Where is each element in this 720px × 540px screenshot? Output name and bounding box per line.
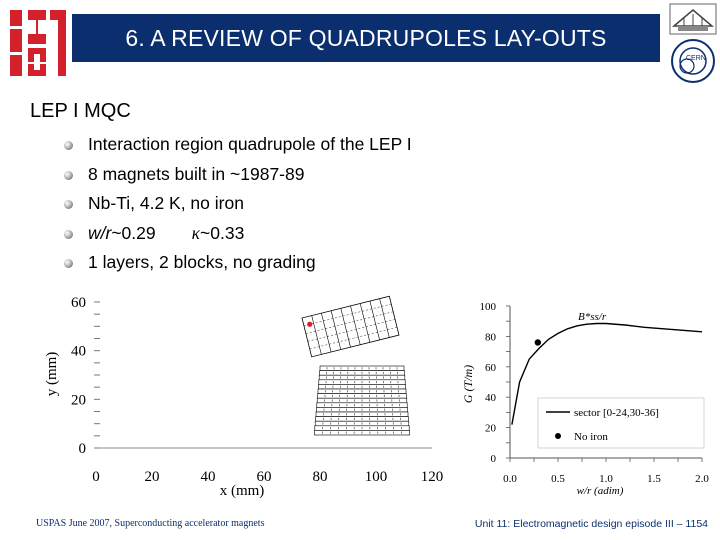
field-point-marker (307, 321, 313, 327)
x-tick-label: 2.0 (695, 473, 709, 485)
y-tick-label: 60 (485, 362, 497, 374)
chart-legend: sector [0-24,30-36] No iron (537, 397, 705, 449)
x-tick-label: 100 (365, 469, 388, 485)
bullet-text: Interaction region quadrupole of the LEP… (88, 134, 412, 154)
coil-block-lower (314, 365, 410, 436)
y-axis-label: y (mm) (44, 352, 60, 397)
legend-marker-swatch (555, 433, 561, 439)
legend-label-sector: sector [0-24,30-36] (574, 407, 659, 419)
no-iron-marker (534, 339, 542, 346)
y-tick-label: 0 (79, 441, 87, 457)
laboratory-logo-icon (669, 3, 717, 35)
axis-minor-ticks (506, 305, 703, 462)
y-tick-label: 60 (71, 295, 86, 311)
x-tick-label: 120 (421, 469, 444, 485)
bullet-item: Interaction region quadrupole of the LEP… (62, 130, 412, 160)
conductor-line (307, 319, 396, 342)
slide-title: 6. A REVIEW OF QUADRUPOLES LAY-OUTS (125, 25, 607, 51)
slide-subtitle: LEP I MQC (30, 100, 131, 122)
curve-annotation: B*ss/r (578, 311, 607, 323)
bullet-text: 1 layers, 2 blocks, no grading (88, 252, 316, 272)
coil-cross-section-chart: 0 20 40 60 80 100 120 0 20 40 60 x (mm) y (mm) (44, 295, 443, 499)
bullet-text: ~0.33 (200, 222, 245, 243)
conductor-line (311, 315, 322, 355)
cern-logo-icon: CERN (671, 39, 715, 83)
conductor-line (309, 327, 398, 350)
coil-block-outline (301, 295, 400, 358)
bullet-icon (64, 170, 73, 180)
isrc-logo-icon (4, 6, 70, 80)
x-axis-label: w/r (adim) (577, 485, 624, 497)
bullet-icon (64, 141, 73, 150)
conductor-line (350, 305, 361, 345)
y-tick-label: 20 (71, 392, 86, 408)
y-tick-label: 40 (71, 344, 86, 360)
x-tick-label: 60 (257, 469, 272, 485)
svg-text:CERN: CERN (686, 55, 706, 62)
y-tick-label: 80 (485, 331, 497, 343)
coil-blocks (301, 295, 410, 436)
bullet-item: 8 magnets built in ~1987-89 (62, 160, 412, 190)
bullet-text: ~0.29 (111, 222, 156, 243)
gradient-chart: 0 20 40 60 80 100 0.0 0.5 1.0 1.5 2.0 B*ss/r sect… (461, 301, 709, 497)
footer-page-info: Unit 11: Electromagnetic design episode … (474, 518, 708, 530)
conductor-line (369, 300, 380, 340)
slide-header: 6. A REVIEW OF QUADRUPOLES LAY-OUTS CERN (0, 0, 720, 95)
x-tick-label: 1.5 (647, 473, 661, 485)
title-band: 6. A REVIEW OF QUADRUPOLES LAY-OUTS (72, 14, 660, 62)
y-axis-label: G (T/m) (461, 365, 475, 403)
y-tick-labels: 0 20 40 60 (71, 295, 86, 457)
x-tick-label: 0.0 (503, 473, 517, 485)
conductor-line (330, 310, 342, 350)
y-tick-label: 0 (491, 453, 497, 465)
series-line-sector (511, 322, 703, 425)
conductor-line (303, 303, 392, 326)
x-tick-labels: 0 20 40 60 80 100 120 (92, 469, 443, 485)
x-tick-label: 0.5 (551, 473, 565, 485)
coil-block-upper (301, 295, 400, 358)
bullet-item: w/r~0.29 κ~0.33 (62, 219, 412, 249)
bullet-text: Nb-Ti, 4.2 K, no iron (88, 193, 244, 213)
footer-course: USPAS June 2007, Superconducting acceler… (36, 518, 265, 529)
x-tick-label: 80 (313, 469, 328, 485)
bullet-text-symbol: κ (191, 222, 201, 243)
x-axis-label: x (mm) (220, 483, 265, 499)
bullet-item: Nb-Ti, 4.2 K, no iron (62, 189, 412, 219)
bullet-icon (64, 200, 73, 209)
x-tick-label: 20 (145, 469, 160, 485)
x-tick-label: 0 (92, 469, 100, 485)
x-tick-label: 40 (201, 469, 216, 485)
y-tick-labels: 0 20 40 60 80 100 (480, 301, 497, 465)
bullet-list: Interaction region quadrupole of the LEP… (62, 130, 412, 278)
bullet-icon (64, 259, 73, 268)
legend-box (537, 397, 705, 449)
conductor-line (379, 298, 390, 338)
conductor-line (305, 311, 394, 334)
bullet-text-symbol: w/r (88, 222, 112, 243)
legend-label-no-iron: No iron (574, 431, 608, 443)
bullet-text: 8 magnets built in ~1987-89 (88, 163, 305, 184)
y-tick-label: 100 (480, 301, 497, 313)
x-tick-label: 1.0 (599, 473, 613, 485)
y-axis-minor-ticks (94, 301, 100, 449)
y-tick-label: 40 (485, 392, 497, 404)
conductor-line (340, 308, 351, 348)
bullet-item: 1 layers, 2 blocks, no grading (62, 248, 412, 278)
x-tick-labels: 0.0 0.5 1.0 1.5 2.0 (503, 473, 709, 485)
bullet-icon (64, 229, 73, 239)
y-tick-label: 20 (485, 423, 497, 435)
conductor-line (359, 303, 371, 343)
conductor-line (321, 313, 332, 353)
